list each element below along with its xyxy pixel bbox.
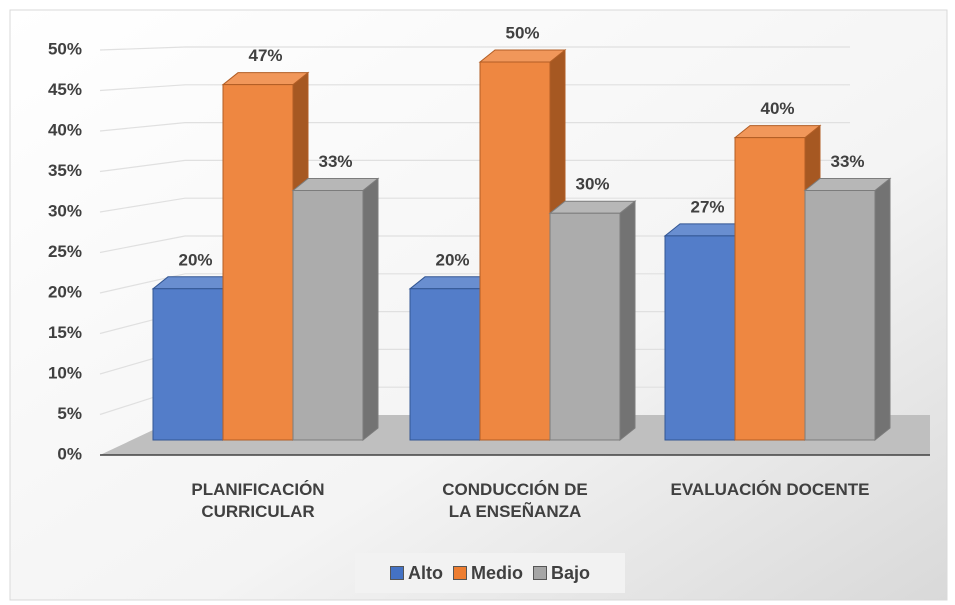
bar-face [733, 125, 822, 139]
y-tick-label: 15% [48, 323, 82, 342]
value-label: 33% [830, 152, 864, 171]
y-tick-label: 30% [48, 201, 82, 220]
value-label: 40% [760, 99, 794, 118]
legend-entry: Medio [452, 562, 523, 584]
y-tick-label: 0% [57, 444, 82, 463]
y-tick-label: 20% [48, 282, 82, 301]
y-tick-label: 10% [48, 363, 82, 382]
legend: Alto Medio Bajo [355, 553, 625, 593]
bar-face [409, 288, 481, 441]
bar-face [221, 72, 310, 86]
legend-label: Alto [407, 562, 443, 583]
legend-label: Medio [470, 562, 523, 583]
bar [548, 200, 637, 442]
x-tick-label: PLANIFICACIÓN CURRICULAR [191, 480, 325, 521]
bar-face [734, 137, 806, 441]
y-tick-label: 25% [48, 242, 82, 261]
x-tick-label: EVALUACIÓN DOCENTE [670, 480, 870, 499]
bar-face [362, 177, 379, 442]
bar-face [803, 178, 892, 192]
value-label: 47% [248, 46, 282, 65]
grid-line [99, 46, 850, 51]
legend-swatch [389, 566, 404, 580]
grid-line [99, 84, 850, 92]
legend-entry: Alto [389, 562, 443, 584]
y-tick-label: 45% [48, 80, 82, 99]
grid-line [99, 121, 850, 132]
legend-swatch [452, 566, 467, 580]
value-label: 20% [178, 250, 212, 269]
bar-face [291, 178, 380, 192]
bar-face [619, 200, 636, 442]
grid-line [99, 197, 850, 213]
legend-swatch [532, 566, 547, 580]
bar-face [804, 190, 876, 441]
bar-face [152, 288, 224, 441]
bar [803, 177, 892, 442]
bar-face [292, 190, 364, 441]
value-label: 27% [690, 197, 724, 216]
legend-label: Bajo [550, 562, 590, 583]
y-tick-label: 5% [57, 404, 82, 423]
bar [291, 177, 380, 442]
grid-line [99, 159, 850, 173]
y-tick-label: 50% [48, 39, 82, 58]
x-tick-label: CONDUCCIÓN DE LA ENSEÑANZA [442, 480, 588, 521]
y-tick-label: 40% [48, 120, 82, 139]
bar-face [548, 200, 637, 214]
bar-face [549, 212, 621, 441]
y-tick-label: 35% [48, 161, 82, 180]
value-label: 30% [575, 175, 609, 194]
bar-face [478, 49, 567, 63]
bar-face [664, 235, 736, 441]
value-label: 33% [318, 152, 352, 171]
value-label: 50% [505, 23, 539, 42]
bar-face [222, 84, 294, 441]
value-label: 20% [435, 250, 469, 269]
bar-face [874, 177, 891, 442]
legend-entry: Bajo [532, 562, 590, 584]
bar-face [479, 61, 551, 441]
